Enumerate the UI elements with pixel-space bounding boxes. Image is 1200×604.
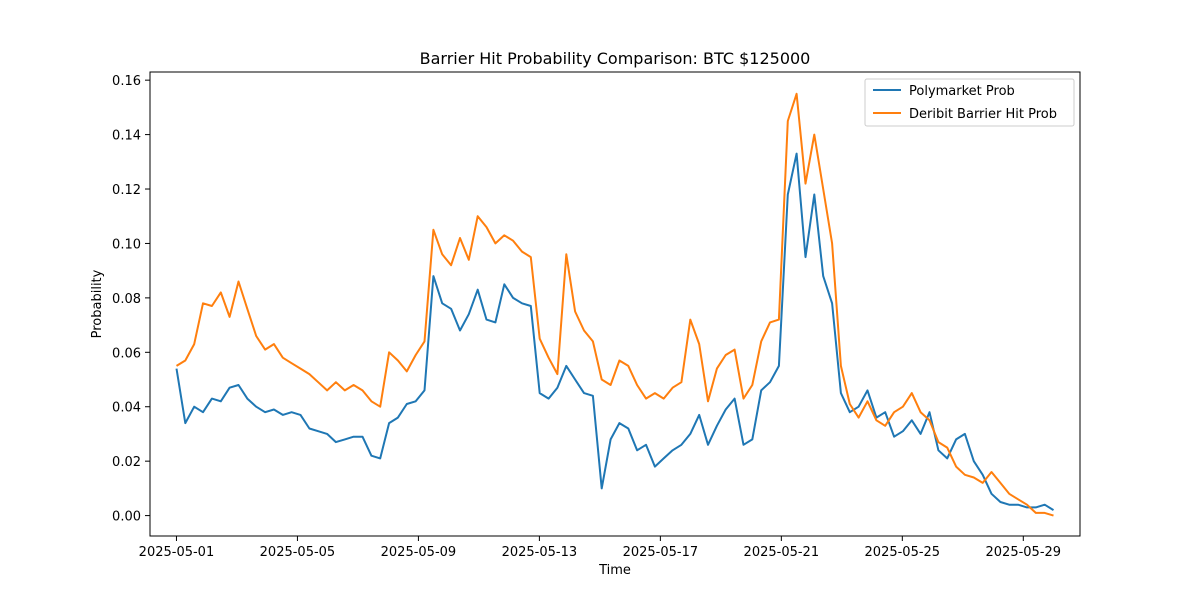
plot-frame — [149, 71, 1081, 537]
y-tick-label: 0.12 — [112, 183, 141, 198]
series-line-polymarket — [175, 152, 1055, 511]
y-tick-label: 0.08 — [112, 292, 141, 307]
y-tick-label: 0.04 — [112, 401, 141, 416]
series-line-deribit — [175, 92, 1054, 517]
x-tick-label: 2025-05-05 — [260, 545, 336, 560]
y-tick-label: 0.14 — [112, 129, 141, 144]
x-tick-label: 2025-05-13 — [502, 545, 578, 560]
legend-box — [864, 78, 1075, 127]
legend-label-polymarket: Polymarket Prob — [909, 84, 1015, 99]
plot-area: 2025-05-01 2025-05-05 2025-05-09 2025-05-13… — [112, 74, 1061, 560]
x-tick-label: 2025-05-09 — [381, 545, 457, 560]
x-tick-label: 2025-05-29 — [986, 545, 1062, 560]
x-tick-label: 2025-05-25 — [865, 545, 941, 560]
x-tick-label: 2025-05-17 — [623, 545, 699, 560]
x-tick-label: 2025-05-01 — [139, 545, 215, 560]
legend-label-deribit: Deribit Barrier Hit Prob — [909, 107, 1057, 122]
y-tick-label: 0.16 — [112, 74, 141, 89]
x-axis-label: Time — [598, 563, 631, 578]
y-axis-label: Probability — [90, 269, 105, 338]
y-tick-label: 0.00 — [112, 510, 141, 525]
legend: Polymarket Prob Deribit Barrier Hit Prob — [864, 78, 1075, 127]
y-tick-label: 0.02 — [112, 455, 141, 470]
x-tick-label: 2025-05-21 — [744, 545, 820, 560]
chart-title: Barrier Hit Probability Comparison: BTC … — [420, 49, 811, 68]
y-tick-label: 0.10 — [112, 237, 141, 252]
y-tick-label: 0.06 — [112, 346, 141, 361]
